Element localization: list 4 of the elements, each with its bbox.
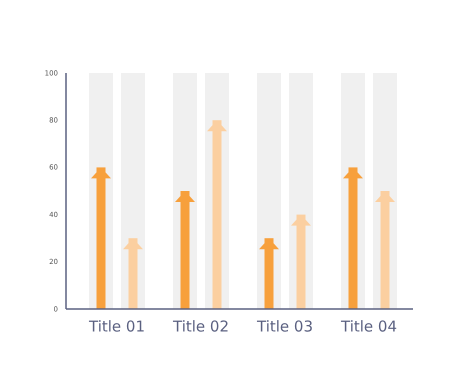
x-tick-label: Title 01 — [88, 318, 146, 336]
x-tick-label: Title 02 — [172, 318, 230, 336]
x-tick-label: Title 04 — [340, 318, 398, 336]
x-tick-label: Title 03 — [256, 318, 314, 336]
